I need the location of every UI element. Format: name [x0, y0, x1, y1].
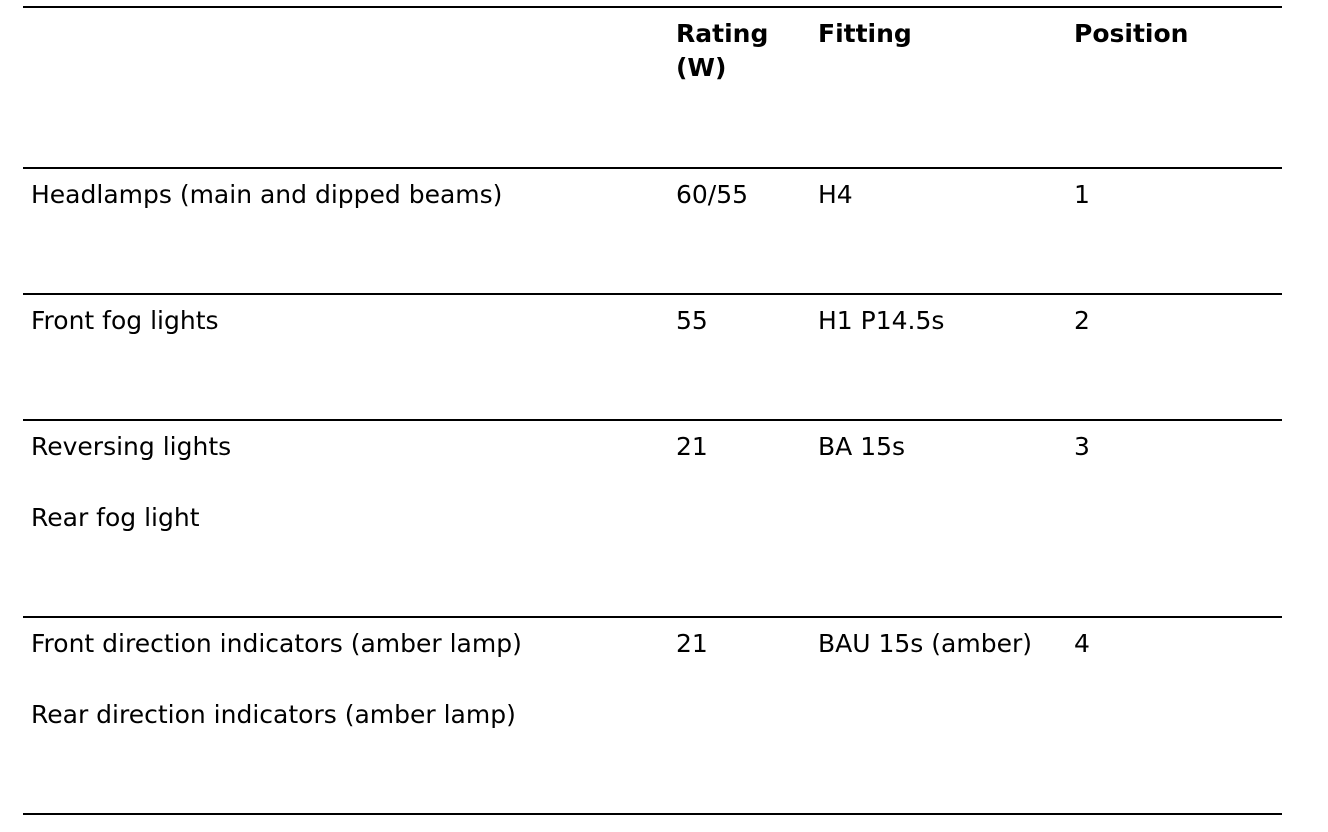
- row-item-cell: Reversing lights Rear fog light: [31, 421, 651, 535]
- table-row: Front direction indicators (amber lamp) …: [23, 616, 1282, 815]
- row-fitting: H4: [818, 180, 853, 209]
- row-rating: 60/55: [676, 180, 749, 209]
- row-fitting: BAU 15s (amber): [818, 629, 1032, 658]
- header-position: Position: [1074, 19, 1189, 48]
- row-item-cell: Front direction indicators (amber lamp) …: [31, 618, 651, 732]
- table-row: Headlamps (main and dipped beams) 60/55 …: [23, 167, 1282, 293]
- row-item-label: Front fog lights: [31, 306, 219, 335]
- row-position: 2: [1074, 306, 1090, 335]
- row-item-label: Headlamps (main and dipped beams): [31, 180, 503, 209]
- table-row: Front fog lights 55 H1 P14.5s 2: [23, 293, 1282, 419]
- row-item-label: Front direction indicators (amber lamp): [31, 629, 522, 658]
- row-rating: 21: [676, 432, 708, 461]
- row-item-label: Reversing lights: [31, 432, 232, 461]
- row-position: 4: [1074, 629, 1090, 658]
- header-item: [31, 8, 651, 17]
- row-item-cell: Headlamps (main and dipped beams): [31, 169, 651, 212]
- table-row: Reversing lights Rear fog light 21 BA 15…: [23, 419, 1282, 616]
- row-item-label: Rear direction indicators (amber lamp): [31, 700, 516, 729]
- row-fitting: BA 15s: [818, 432, 906, 461]
- row-position: 3: [1074, 432, 1090, 461]
- row-rating: 55: [676, 306, 708, 335]
- row-item-label: Rear fog light: [31, 503, 200, 532]
- row-position: 1: [1074, 180, 1090, 209]
- row-item-cell: Front fog lights: [31, 295, 651, 338]
- row-fitting: H1 P14.5s: [818, 306, 945, 335]
- header-fitting: Fitting: [818, 19, 912, 48]
- table-header-row: Rating (W) Fitting Position: [23, 6, 1282, 167]
- header-rating: Rating (W): [676, 19, 769, 82]
- row-rating: 21: [676, 629, 708, 658]
- bulb-table: Rating (W) Fitting Position Headlamps (m…: [23, 6, 1282, 815]
